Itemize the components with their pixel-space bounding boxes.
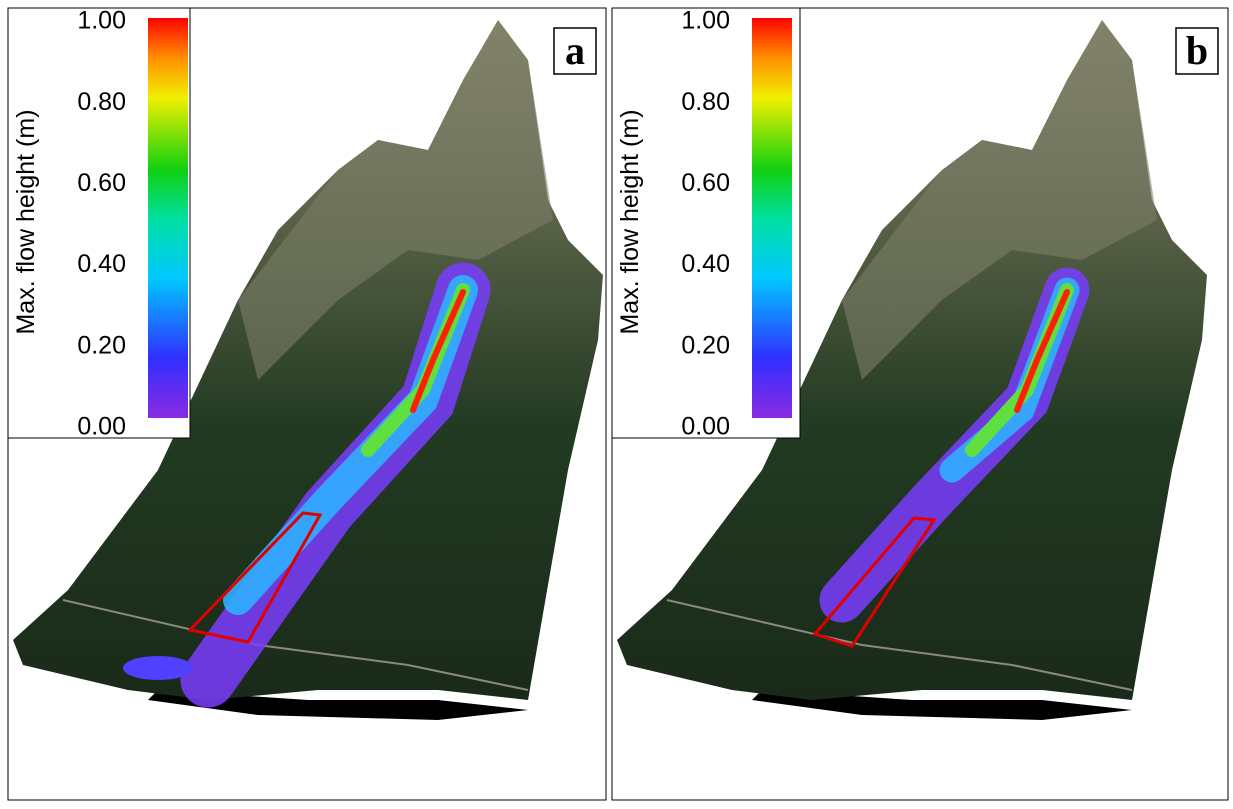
panel-letter: b xyxy=(1186,28,1208,73)
colorbar-tick-label: 0.00 xyxy=(681,413,730,441)
terrain-shadow xyxy=(752,690,1132,720)
road xyxy=(62,599,529,691)
flow-core xyxy=(410,289,466,413)
flow-deposit xyxy=(123,656,193,680)
red-outline xyxy=(187,511,323,644)
colorbar-tick-label: 1.00 xyxy=(77,7,126,35)
red-outline xyxy=(812,516,937,648)
colorbar xyxy=(752,18,792,418)
colorbar-title: Max. flow height (m) xyxy=(12,109,40,334)
colorbar-tick-label: 0.60 xyxy=(681,169,730,197)
colorbar-tick-label: 0.80 xyxy=(681,88,730,116)
flow-core xyxy=(1014,289,1070,413)
terrain-shadow xyxy=(148,690,528,720)
colorbar-title: Max. flow height (m) xyxy=(616,109,644,334)
panel-letter-box xyxy=(1175,27,1219,75)
colorbar-tick-label: 0.20 xyxy=(681,331,730,359)
panel-letter: a xyxy=(565,28,585,73)
panel: 0.00 0.20 0.40 0.60 0.80 1.00 Max. flow height… xyxy=(611,7,1229,801)
road xyxy=(666,599,1133,691)
colorbar-tick-label: 0.40 xyxy=(681,250,730,278)
colorbar-tick-label: 0.20 xyxy=(77,331,126,359)
terrain-rock xyxy=(238,20,553,380)
colorbar-tick-label: 0.00 xyxy=(77,413,126,441)
terrain-rock xyxy=(842,20,1157,380)
panel: 0.00 0.20 0.40 0.60 0.80 1.00 Max. flow height… xyxy=(7,7,607,801)
colorbar-tick-label: 0.80 xyxy=(77,88,126,116)
colorbar-tick-label: 0.60 xyxy=(77,169,126,197)
colorbar-tick-label: 1.00 xyxy=(681,7,730,35)
panel-letter-box xyxy=(553,27,597,75)
colorbar-tick-label: 0.40 xyxy=(77,250,126,278)
colorbar xyxy=(148,18,188,418)
